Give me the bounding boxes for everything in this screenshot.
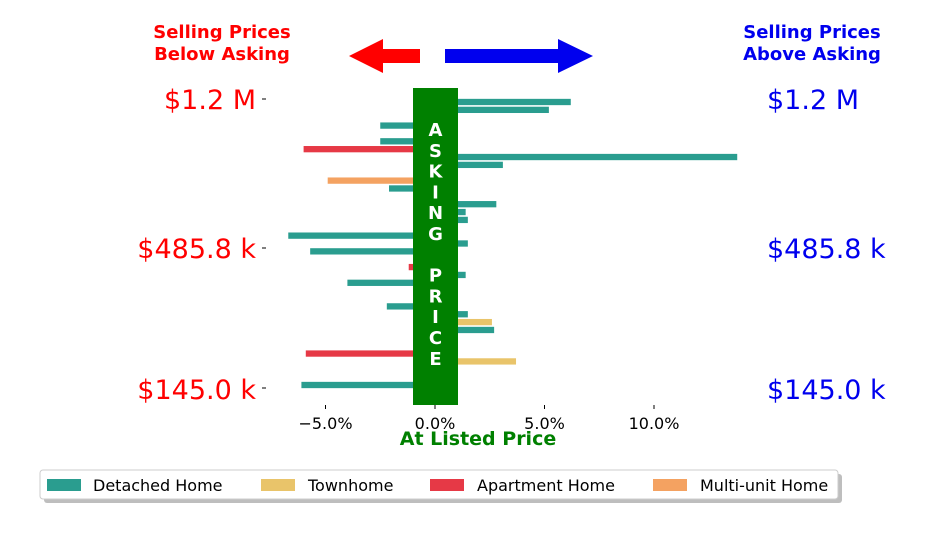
asking-price-letter: P bbox=[429, 266, 442, 287]
asking-price-letter: I bbox=[432, 307, 439, 328]
bar-townhome bbox=[435, 318, 492, 326]
price-label-left-top: $1.2 M bbox=[164, 85, 256, 116]
price-label-right-mid: $485.8 k bbox=[767, 234, 886, 265]
asking-price-letter: A bbox=[429, 120, 443, 141]
legend-label-apartment: Apartment Home bbox=[477, 476, 615, 495]
bar-detached bbox=[435, 153, 738, 161]
above-asking-title-line1: Selling Prices bbox=[743, 22, 880, 43]
legend-swatch-apartment bbox=[430, 479, 464, 491]
bar-detached bbox=[435, 201, 497, 208]
asking-price-letter: I bbox=[432, 182, 439, 203]
bar-detached bbox=[435, 326, 495, 334]
bar-detached bbox=[386, 303, 435, 310]
bar-detached bbox=[435, 161, 503, 169]
below-asking-title-line1: Selling Prices bbox=[153, 22, 290, 43]
bar-detached bbox=[310, 248, 435, 255]
x-axis-label: At Listed Price bbox=[400, 428, 556, 450]
asking-price-letter: C bbox=[429, 328, 442, 349]
asking-price-letter: E bbox=[429, 349, 441, 370]
price-label-right-top: $1.2 M bbox=[767, 85, 859, 116]
legend-swatch-multiunit bbox=[653, 479, 687, 491]
legend-swatch-detached bbox=[47, 479, 81, 491]
legend-swatch-townhome bbox=[261, 479, 295, 491]
x-tick-label: −5.0% bbox=[298, 414, 352, 433]
bar-townhome bbox=[435, 358, 517, 365]
x-axis: −5.0% 0.0% 5.0% 10.0% bbox=[298, 405, 679, 433]
right-arrow-icon bbox=[445, 39, 593, 73]
bars-group bbox=[288, 98, 738, 389]
bar-detached bbox=[389, 185, 435, 192]
x-tick-label: 10.0% bbox=[629, 414, 680, 433]
legend-label-multiunit: Multi-unit Home bbox=[700, 476, 828, 495]
bar-apartment bbox=[305, 350, 435, 357]
left-arrow-icon bbox=[349, 39, 420, 73]
bar-detached bbox=[301, 381, 435, 389]
asking-price-letter: S bbox=[429, 141, 442, 162]
legend-label-townhome: Townhome bbox=[307, 476, 393, 495]
below-asking-title-line2: Below Asking bbox=[154, 44, 290, 65]
asking-price-letter: R bbox=[429, 286, 443, 307]
bar-detached bbox=[380, 122, 435, 129]
price-label-right-bottom: $145.0 k bbox=[767, 375, 886, 406]
bar-detached bbox=[347, 279, 435, 286]
bar-detached bbox=[435, 106, 549, 114]
x-tick-label: 0.0% bbox=[415, 414, 456, 433]
bar-detached bbox=[288, 232, 435, 239]
asking-price-column bbox=[413, 88, 458, 405]
bar-detached bbox=[435, 98, 571, 106]
legend: Detached Home Townhome Apartment Home Mu… bbox=[39, 469, 842, 503]
bar-detached bbox=[380, 138, 435, 145]
above-asking-title-line2: Above Asking bbox=[743, 44, 881, 65]
price-label-left-bottom: $145.0 k bbox=[137, 375, 256, 406]
bar-multiunit bbox=[327, 177, 435, 184]
bar-apartment bbox=[303, 146, 435, 153]
price-label-left-mid: $485.8 k bbox=[137, 234, 256, 265]
asking-price-letter: K bbox=[429, 162, 444, 183]
x-tick-label: 5.0% bbox=[524, 414, 565, 433]
asking-price-letter: G bbox=[428, 224, 443, 245]
legend-label-detached: Detached Home bbox=[93, 476, 223, 495]
asking-price-letter: N bbox=[428, 203, 443, 224]
